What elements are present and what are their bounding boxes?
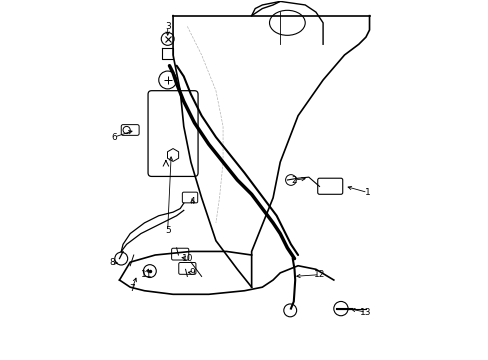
Text: 2: 2 xyxy=(291,176,297,185)
Text: 13: 13 xyxy=(360,308,371,317)
Text: 4: 4 xyxy=(189,197,195,206)
Text: 12: 12 xyxy=(313,270,325,279)
Text: 10: 10 xyxy=(181,254,193,263)
Text: 9: 9 xyxy=(189,268,195,277)
Text: 11: 11 xyxy=(140,270,152,279)
Text: 1: 1 xyxy=(364,188,370,197)
Text: 8: 8 xyxy=(109,258,115,267)
Text: 5: 5 xyxy=(164,225,170,234)
Text: 3: 3 xyxy=(164,22,170,31)
Text: 7: 7 xyxy=(129,284,135,293)
Text: 6: 6 xyxy=(111,132,117,141)
